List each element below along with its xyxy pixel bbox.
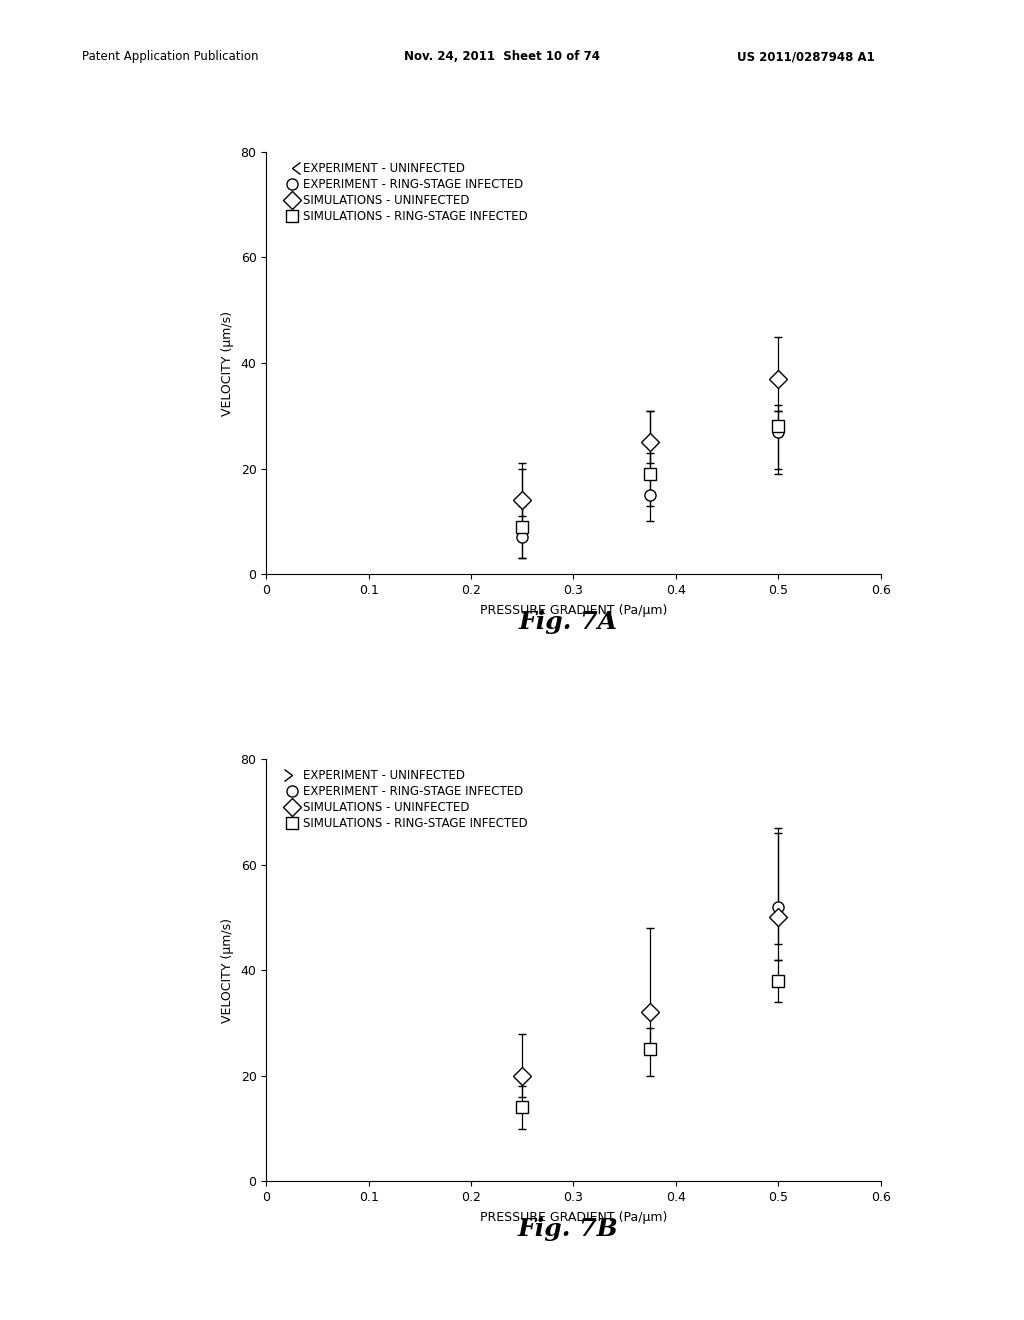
Y-axis label: VELOCITY (μm/s): VELOCITY (μm/s) <box>220 917 233 1023</box>
Y-axis label: VELOCITY (μm/s): VELOCITY (μm/s) <box>220 310 233 416</box>
Text: Fig. 7B: Fig. 7B <box>518 1217 618 1241</box>
Legend: EXPERIMENT - UNINFECTED, EXPERIMENT - RING-STAGE INFECTED, SIMULATIONS - UNINFEC: EXPERIMENT - UNINFECTED, EXPERIMENT - RI… <box>285 770 528 830</box>
Text: Patent Application Publication: Patent Application Publication <box>82 50 258 63</box>
Legend: EXPERIMENT - UNINFECTED, EXPERIMENT - RING-STAGE INFECTED, SIMULATIONS - UNINFEC: EXPERIMENT - UNINFECTED, EXPERIMENT - RI… <box>285 162 528 223</box>
Text: Fig. 7A: Fig. 7A <box>519 610 617 634</box>
X-axis label: PRESSURE GRADIENT (Pa/μm): PRESSURE GRADIENT (Pa/μm) <box>480 1210 667 1224</box>
X-axis label: PRESSURE GRADIENT (Pa/μm): PRESSURE GRADIENT (Pa/μm) <box>480 603 667 616</box>
Text: Nov. 24, 2011  Sheet 10 of 74: Nov. 24, 2011 Sheet 10 of 74 <box>404 50 600 63</box>
Text: US 2011/0287948 A1: US 2011/0287948 A1 <box>737 50 876 63</box>
